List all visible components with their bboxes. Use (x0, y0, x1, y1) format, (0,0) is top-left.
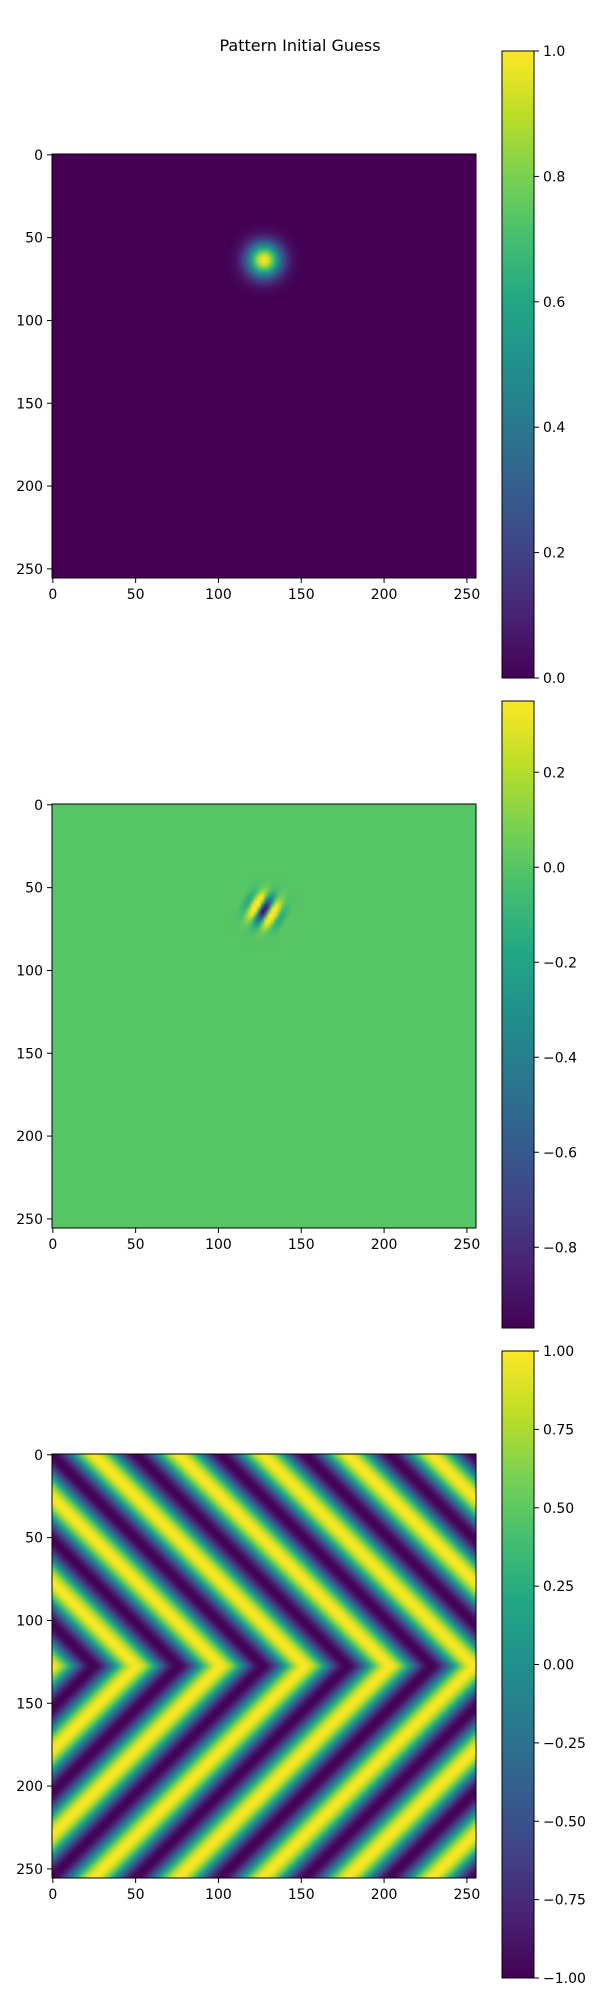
x-tick-label: 200 (371, 1237, 398, 1253)
x-tick-label: 0 (48, 1887, 57, 1903)
y-tick-label: 200 (16, 1779, 43, 1795)
x-tick-label: 250 (454, 1237, 481, 1253)
colorbar-tick-label: 0.4 (543, 420, 565, 436)
colorbar-tick-label: −0.25 (543, 1736, 586, 1752)
colorbar-tick-label: −1.00 (543, 1971, 586, 1987)
heatmap-chart-gabor: 0 50 100 150 200 250 0 50 100 150 200 250 −0.8 −0.6 −0… (16, 700, 577, 1329)
figure-title: Pattern Initial Guess (219, 36, 381, 55)
heatmap-chart-chevron: 0 50 100 150 200 250 0 50 100 150 200 250 −1.00 −0.75… (16, 1344, 586, 1987)
colorbar-tick-label: 0.6 (543, 295, 565, 311)
colorbar (501, 1350, 535, 1979)
colorbar-tick-label: 0.0 (543, 671, 565, 687)
axes-frame (51, 1453, 477, 1879)
y-tick-label: 150 (16, 1046, 43, 1062)
y-tick-label: 50 (25, 231, 43, 247)
colorbar-tick-label: 1.0 (543, 44, 565, 60)
x-tick-label: 200 (371, 587, 398, 603)
colorbar-tick-label: 0.00 (543, 1658, 574, 1674)
panel-gaussian: 0 50 100 150 200 250 0 50 100 150 200 250 0.0 0.2 0.4 0… (0, 0, 600, 687)
y-tick-label: 50 (25, 881, 43, 897)
colorbar (501, 700, 535, 1329)
heatmap-chart-gaussian: 0 50 100 150 200 250 0 50 100 150 200 250 0.0 0.2 0.4 0… (16, 44, 565, 687)
x-tick-label: 0 (48, 1237, 57, 1253)
colorbar-tick-label: 1.00 (543, 1344, 574, 1360)
colorbar-tick-label: −0.4 (543, 1050, 577, 1066)
x-tick-label: 50 (127, 1237, 145, 1253)
colorbar-tick-label: −0.2 (543, 955, 577, 971)
colorbar-tick-label: 0.8 (543, 169, 565, 185)
y-tick-label: 100 (16, 1613, 43, 1629)
x-tick-label: 150 (288, 1887, 315, 1903)
y-tick-label: 100 (16, 313, 43, 329)
colorbar-tick-label: −0.50 (543, 1814, 586, 1830)
y-tick-label: 200 (16, 479, 43, 495)
heatmap-image (52, 154, 476, 578)
colorbar (501, 50, 535, 679)
x-tick-label: 50 (127, 1887, 145, 1903)
x-tick-label: 0 (48, 587, 57, 603)
x-tick-label: 150 (288, 1237, 315, 1253)
colorbar-tick-label: −0.6 (543, 1145, 577, 1161)
heatmap-image (52, 1454, 476, 1878)
y-tick-label: 100 (16, 963, 43, 979)
colorbar-tick-label: 0.2 (543, 765, 565, 781)
y-tick-label: 200 (16, 1129, 43, 1145)
axes-frame (51, 803, 477, 1229)
heatmap-image (52, 804, 476, 1228)
y-tick-label: 250 (16, 562, 43, 578)
x-tick-label: 50 (127, 587, 145, 603)
colorbar-tick-label: 0.0 (543, 860, 565, 876)
colorbar-tick-label: −0.8 (543, 1240, 577, 1256)
x-tick-label: 150 (288, 587, 315, 603)
colorbar-tick-label: 0.2 (543, 546, 565, 562)
y-tick-label: 50 (25, 1531, 43, 1547)
x-tick-label: 100 (205, 1237, 232, 1253)
panel-chevron: 0 50 100 150 200 250 0 50 100 150 200 250 −1.00 −0.75… (0, 1300, 600, 1987)
x-tick-label: 200 (371, 1887, 398, 1903)
y-tick-label: 150 (16, 396, 43, 412)
colorbar-tick-label: 0.50 (543, 1501, 574, 1517)
x-tick-label: 100 (205, 1887, 232, 1903)
y-tick-label: 0 (34, 798, 43, 814)
panel-gabor: 0 50 100 150 200 250 0 50 100 150 200 250 −0.8 −0.6 −0… (0, 650, 600, 1329)
y-tick-label: 150 (16, 1696, 43, 1712)
colorbar-tick-label: −0.75 (543, 1893, 586, 1909)
y-tick-label: 250 (16, 1212, 43, 1228)
x-tick-label: 250 (454, 587, 481, 603)
y-tick-label: 250 (16, 1862, 43, 1878)
x-tick-label: 100 (205, 587, 232, 603)
axes-frame (51, 153, 477, 579)
x-tick-label: 250 (454, 1887, 481, 1903)
colorbar-tick-label: 0.25 (543, 1579, 574, 1595)
colorbar-tick-label: 0.75 (543, 1422, 574, 1438)
y-tick-label: 0 (34, 148, 43, 164)
y-tick-label: 0 (34, 1448, 43, 1464)
